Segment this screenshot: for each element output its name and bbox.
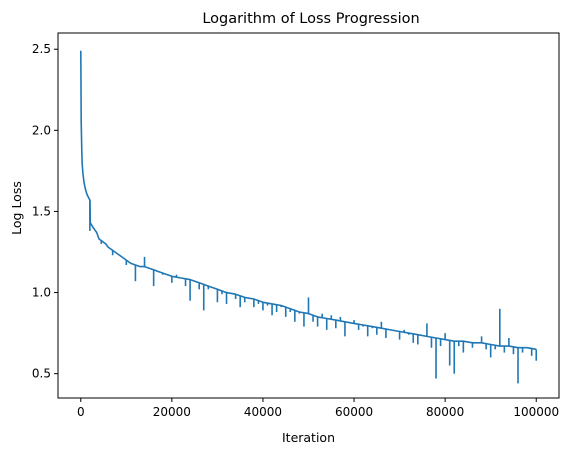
y-axis-label: Log Loss: [9, 181, 24, 235]
y-tick-label: 2.0: [32, 123, 51, 137]
x-tick-label: 100000: [513, 405, 559, 419]
x-tick-label: 60000: [335, 405, 373, 419]
x-axis-label: Iteration: [282, 430, 335, 445]
plot-area: 0 20000 40000 60000 80000 100000 0.5 1.0 1.5 2.0 2…: [32, 32, 560, 419]
y-tick-label: 0.5: [32, 367, 51, 381]
plot-frame: [57, 32, 560, 399]
loss-series-line: [80, 50, 537, 351]
x-tick-label: 0: [77, 405, 85, 419]
y-tick-label: 2.5: [32, 42, 51, 56]
x-tick-label: 80000: [426, 405, 464, 419]
x-tick-label: 40000: [244, 405, 282, 419]
y-tick-label: 1.5: [32, 204, 51, 218]
y-tick-label: 1.0: [32, 286, 51, 300]
x-tick-label: 20000: [153, 405, 191, 419]
chart-title: Logarithm of Loss Progression: [202, 11, 419, 27]
